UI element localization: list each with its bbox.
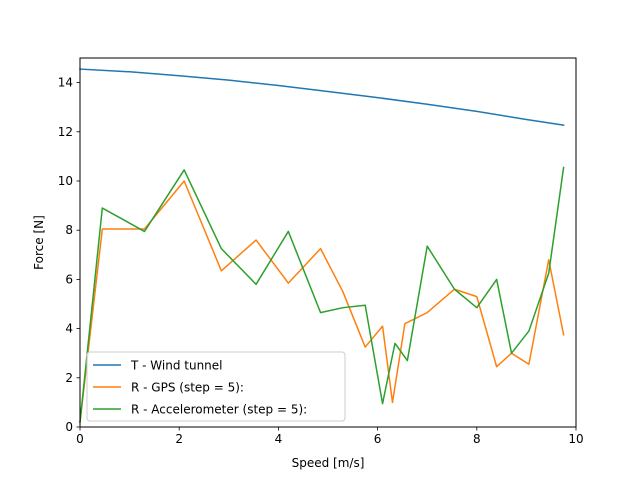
y-tick-label: 8: [65, 223, 73, 237]
series-line-0: [79, 68, 565, 127]
y-axis-label: Force [N]: [32, 215, 46, 270]
y-tick-label: 12: [58, 125, 73, 139]
x-axis: 0 2 4 6 8 10: [76, 427, 584, 446]
x-tick-label: 4: [275, 432, 283, 446]
x-tick-label: 10: [568, 432, 583, 446]
series-line-2: [79, 166, 565, 423]
y-tick-label: 14: [58, 76, 73, 90]
legend-label-0: T - Wind tunnel: [130, 359, 223, 373]
y-tick-label: 2: [65, 371, 73, 385]
y-tick-label: 0: [65, 420, 73, 434]
legend-box: [86, 351, 346, 422]
x-tick-label: 8: [473, 432, 481, 446]
x-tick-label: 2: [175, 432, 183, 446]
y-axis: 0 2 4 6 8 10 12 14: [58, 76, 80, 434]
x-tick-label: 6: [374, 432, 382, 446]
x-tick-label: 0: [76, 432, 84, 446]
series-layer: [79, 68, 565, 423]
y-tick-label: 10: [58, 174, 73, 188]
legend: T - Wind tunnel R - GPS (step = 5): R - Ac…: [86, 351, 346, 422]
axes-frame: [79, 57, 577, 428]
y-tick-label: 4: [65, 322, 73, 336]
legend-label-1: R - GPS (step = 5):: [131, 381, 244, 395]
x-axis-label: Speed [m/s]: [292, 456, 365, 470]
legend-label-2: R - Accelerometer (step = 5):: [131, 403, 307, 417]
series-line-1: [79, 180, 565, 423]
y-tick-label: 6: [65, 272, 73, 286]
